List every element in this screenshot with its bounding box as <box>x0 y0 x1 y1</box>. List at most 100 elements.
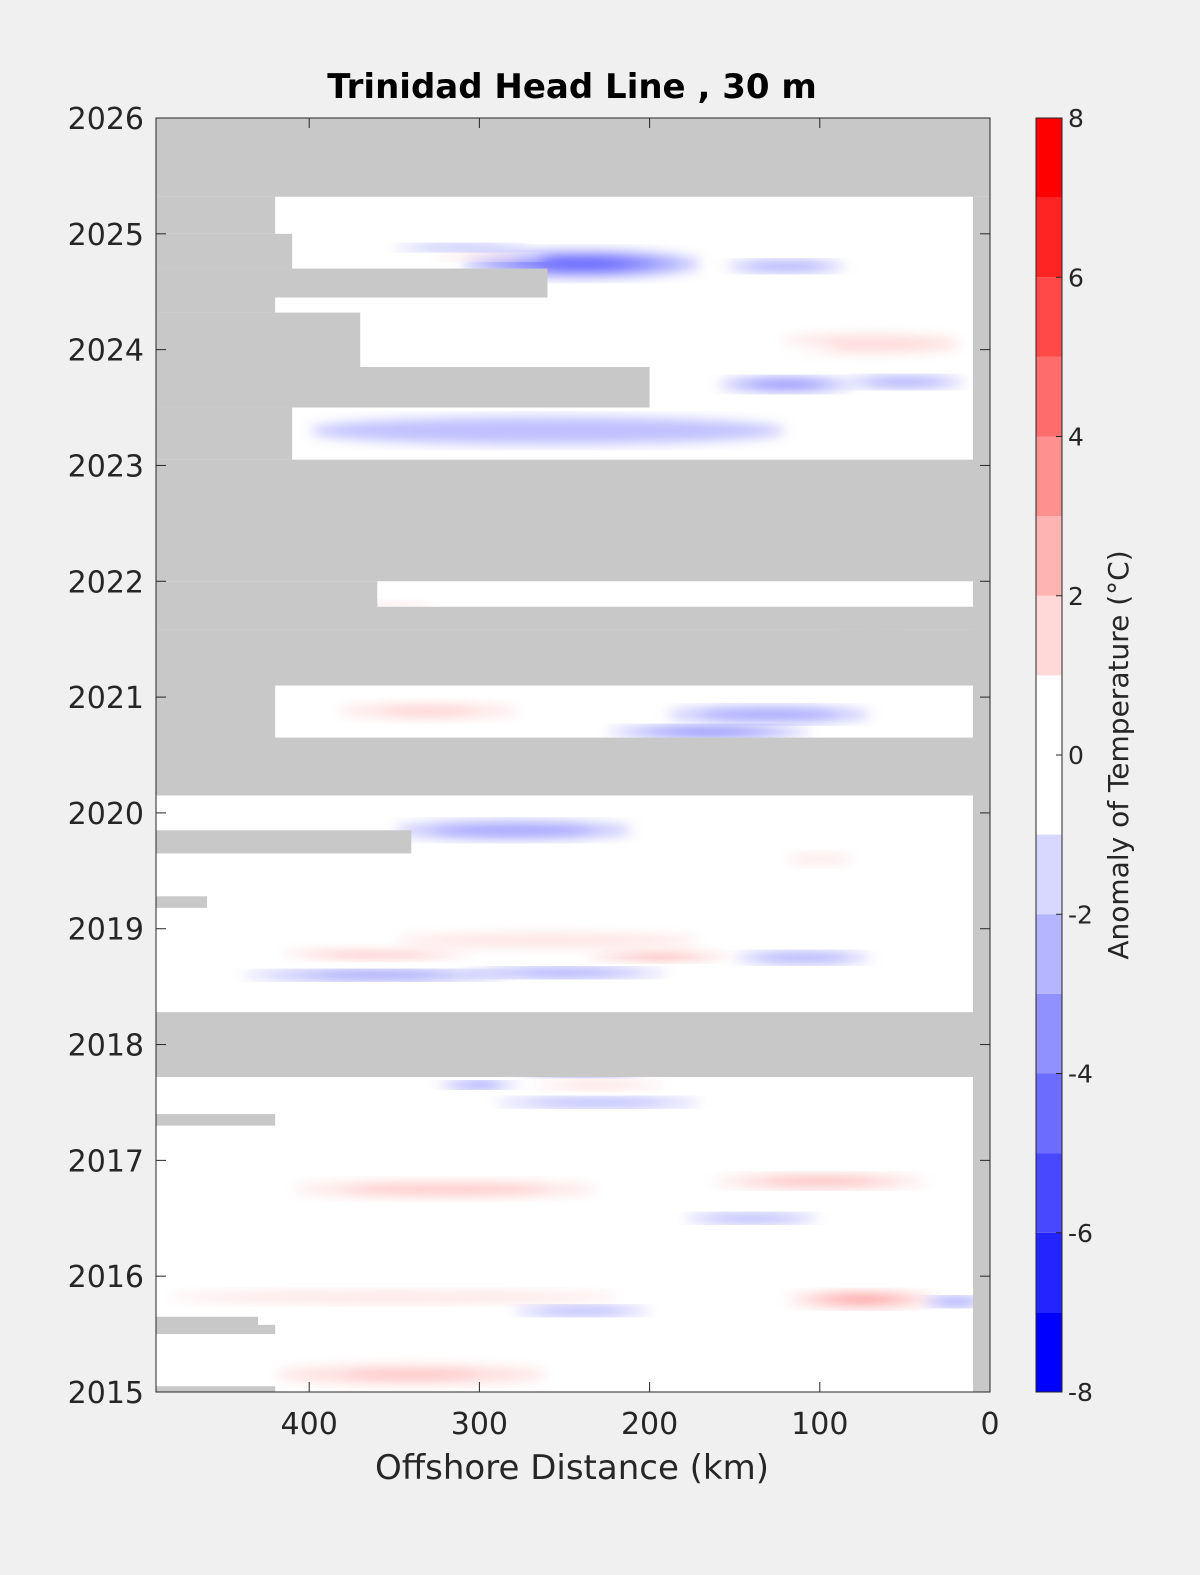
anomaly-contour <box>538 971 591 974</box>
no-data-region <box>156 367 650 408</box>
no-data-region <box>156 297 276 313</box>
no-data-region <box>156 118 990 197</box>
colorbar-band <box>1036 1232 1062 1313</box>
anomaly-contour <box>700 1357 871 1369</box>
anomaly-feature <box>513 1306 650 1316</box>
y-tick-label: 2017 <box>68 1144 144 1179</box>
no-data-region <box>156 196 276 234</box>
anomaly-feature <box>241 928 854 952</box>
no-data-layer <box>156 118 990 1392</box>
anomaly-contour <box>564 1083 633 1087</box>
colorbar-band <box>1036 1153 1062 1233</box>
x-tick-label: 100 <box>791 1407 848 1442</box>
anomaly-feature <box>845 376 965 388</box>
anomaly-contour <box>343 1369 480 1380</box>
no-data-region <box>156 1114 276 1126</box>
colorbar-tick-label: -8 <box>1068 1378 1093 1407</box>
no-data-region <box>156 1324 276 1335</box>
y-axis: 2015 2016 2017 2018 2019 2020 2021 2022 2023 2024… <box>68 102 990 1411</box>
x-tick-label: 0 <box>980 1407 999 1442</box>
y-tick-label: 2018 <box>68 1029 144 1064</box>
y-tick-label: 2025 <box>68 218 144 253</box>
y-tick-label: 2022 <box>68 565 144 600</box>
anomaly-contour <box>885 380 925 384</box>
anomaly-contour <box>558 1309 605 1313</box>
colorbar-band <box>1036 993 1062 1074</box>
anomaly-feature <box>241 1180 650 1199</box>
no-data-region <box>156 1316 259 1329</box>
anomaly-contour <box>456 255 503 259</box>
anomaly-feature <box>607 726 812 738</box>
anomaly-feature <box>683 1213 820 1223</box>
anomaly-feature <box>394 244 531 252</box>
anomaly-contour <box>729 1216 775 1220</box>
no-data-region <box>156 737 990 796</box>
no-data-region <box>156 459 990 582</box>
anomaly-contour <box>473 827 554 834</box>
plot-area <box>155 117 991 1393</box>
no-data-region <box>156 606 990 630</box>
colorbar-band <box>1036 1312 1062 1392</box>
no-data-region <box>156 830 412 854</box>
anomaly-feature <box>683 1174 956 1189</box>
no-data-region <box>156 268 548 298</box>
anomaly-feature <box>496 1097 701 1108</box>
no-data-region <box>156 312 361 368</box>
colorbar-band <box>1036 834 1062 915</box>
colorbar-band <box>1036 914 1062 994</box>
colorbar: 8 6 4 2 0 -2 -4 -6 -8 <box>1035 104 1093 1407</box>
no-data-region <box>156 233 293 269</box>
colorbar-tick-label: 6 <box>1068 263 1084 292</box>
anomaly-feature <box>666 706 871 723</box>
x-tick-label: 300 <box>451 1407 508 1442</box>
anomaly-contour <box>439 246 486 249</box>
anomaly-contour <box>785 855 854 863</box>
anomaly-contour <box>350 974 405 976</box>
no-data-region <box>156 407 293 460</box>
anomaly-feature <box>462 968 667 978</box>
anomaly-contour <box>353 950 402 954</box>
no-data-region <box>156 896 208 908</box>
anomaly-contour <box>825 339 917 349</box>
anomaly-contour <box>780 955 826 960</box>
colorbar-band <box>1036 755 1062 835</box>
anomaly-feature <box>156 1290 735 1304</box>
anomaly-contour <box>792 1179 848 1183</box>
anomaly-feature <box>241 970 514 980</box>
colorbar-band <box>1036 1073 1062 1154</box>
anomaly-layer <box>156 244 990 1389</box>
anomaly-contour <box>453 343 710 356</box>
anomaly-contour <box>394 1187 497 1192</box>
anomaly-feature <box>496 1080 701 1090</box>
anomaly-contour <box>765 264 806 269</box>
colorbar-band <box>1036 197 1062 278</box>
colorbar-band <box>1036 436 1062 517</box>
colorbar-tick-label: -6 <box>1068 1219 1093 1248</box>
colorbar-band <box>1036 356 1062 437</box>
colorbar-band <box>1036 516 1062 596</box>
anomaly-feature <box>394 821 633 840</box>
y-tick-label: 2026 <box>68 102 144 137</box>
colorbar-tick-label: 8 <box>1068 104 1084 133</box>
anomaly-contour <box>280 1294 508 1300</box>
anomaly-contour <box>688 730 730 733</box>
y-tick-label: 2020 <box>68 797 144 832</box>
colorbar-tick-label: -2 <box>1068 900 1093 929</box>
anomaly-feature <box>207 1360 616 1389</box>
anomaly-contour <box>382 707 474 715</box>
colorbar-tick-label: -4 <box>1068 1060 1093 1089</box>
anomaly-contour <box>472 1084 487 1086</box>
colorbar-tick-label: 0 <box>1068 741 1084 770</box>
x-tick-label: 200 <box>621 1407 678 1442</box>
chart-title: Trinidad Head Line , 30 m <box>327 67 817 107</box>
colorbar-tick-label: 2 <box>1068 582 1084 611</box>
anomaly-contour <box>947 1300 965 1303</box>
anomaly-contour <box>639 952 677 956</box>
colorbar-band <box>1036 595 1062 676</box>
colorbar-label: Anomaly of Temperature (°C) <box>1102 550 1135 959</box>
x-tick-label: 400 <box>281 1407 338 1442</box>
y-tick-label: 2016 <box>68 1260 144 1295</box>
y-tick-label: 2019 <box>68 913 144 948</box>
no-data-region <box>156 1386 276 1392</box>
